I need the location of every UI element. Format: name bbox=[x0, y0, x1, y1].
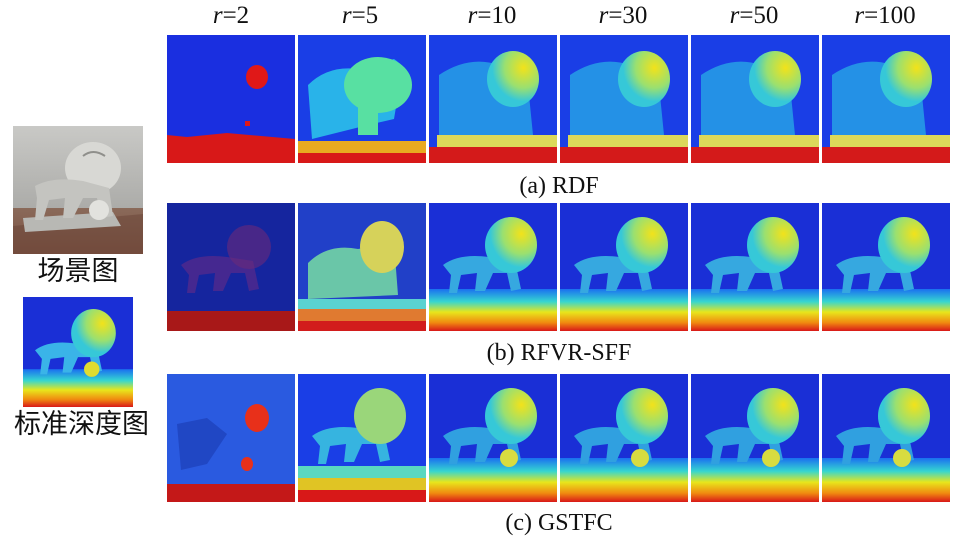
rfvr-sff-r2 bbox=[167, 203, 295, 331]
rfvr-sff-r100 bbox=[822, 203, 950, 331]
rfvr-sff-r5 bbox=[298, 203, 426, 331]
rfvr-sff-r50 bbox=[691, 203, 819, 331]
scene-label: 场景图 bbox=[37, 256, 119, 287]
ground-truth-depth-image bbox=[23, 297, 133, 407]
rdf-r2 bbox=[167, 35, 295, 163]
gstfc-r30 bbox=[560, 374, 688, 502]
rdf-r10 bbox=[429, 35, 557, 163]
scene-image bbox=[13, 126, 143, 254]
gstfc-r5 bbox=[298, 374, 426, 502]
col-header-r100: r=100 bbox=[854, 2, 916, 29]
rfvr-sff-r10 bbox=[429, 203, 557, 331]
gstfc-r2 bbox=[167, 374, 295, 502]
col-header-r2: r=2 bbox=[212, 2, 250, 29]
rdf-r5 bbox=[298, 35, 426, 163]
caption-row-a: (a) RDF bbox=[519, 173, 599, 199]
rdf-r30 bbox=[560, 35, 688, 163]
caption-row-b: (b) RFVR-SFF bbox=[486, 340, 632, 366]
gstfc-r50 bbox=[691, 374, 819, 502]
gstfc-r10 bbox=[429, 374, 557, 502]
col-header-r30: r=30 bbox=[598, 2, 648, 29]
col-header-r10: r=10 bbox=[467, 2, 517, 29]
caption-row-c: (c) GSTFC bbox=[505, 510, 613, 536]
rdf-r100 bbox=[822, 35, 950, 163]
gstfc-r100 bbox=[822, 374, 950, 502]
col-header-r50: r=50 bbox=[729, 2, 779, 29]
rdf-r50 bbox=[691, 35, 819, 163]
rfvr-sff-r30 bbox=[560, 203, 688, 331]
ground-truth-label: 标准深度图 bbox=[14, 409, 149, 440]
col-header-r5: r=5 bbox=[341, 2, 379, 29]
